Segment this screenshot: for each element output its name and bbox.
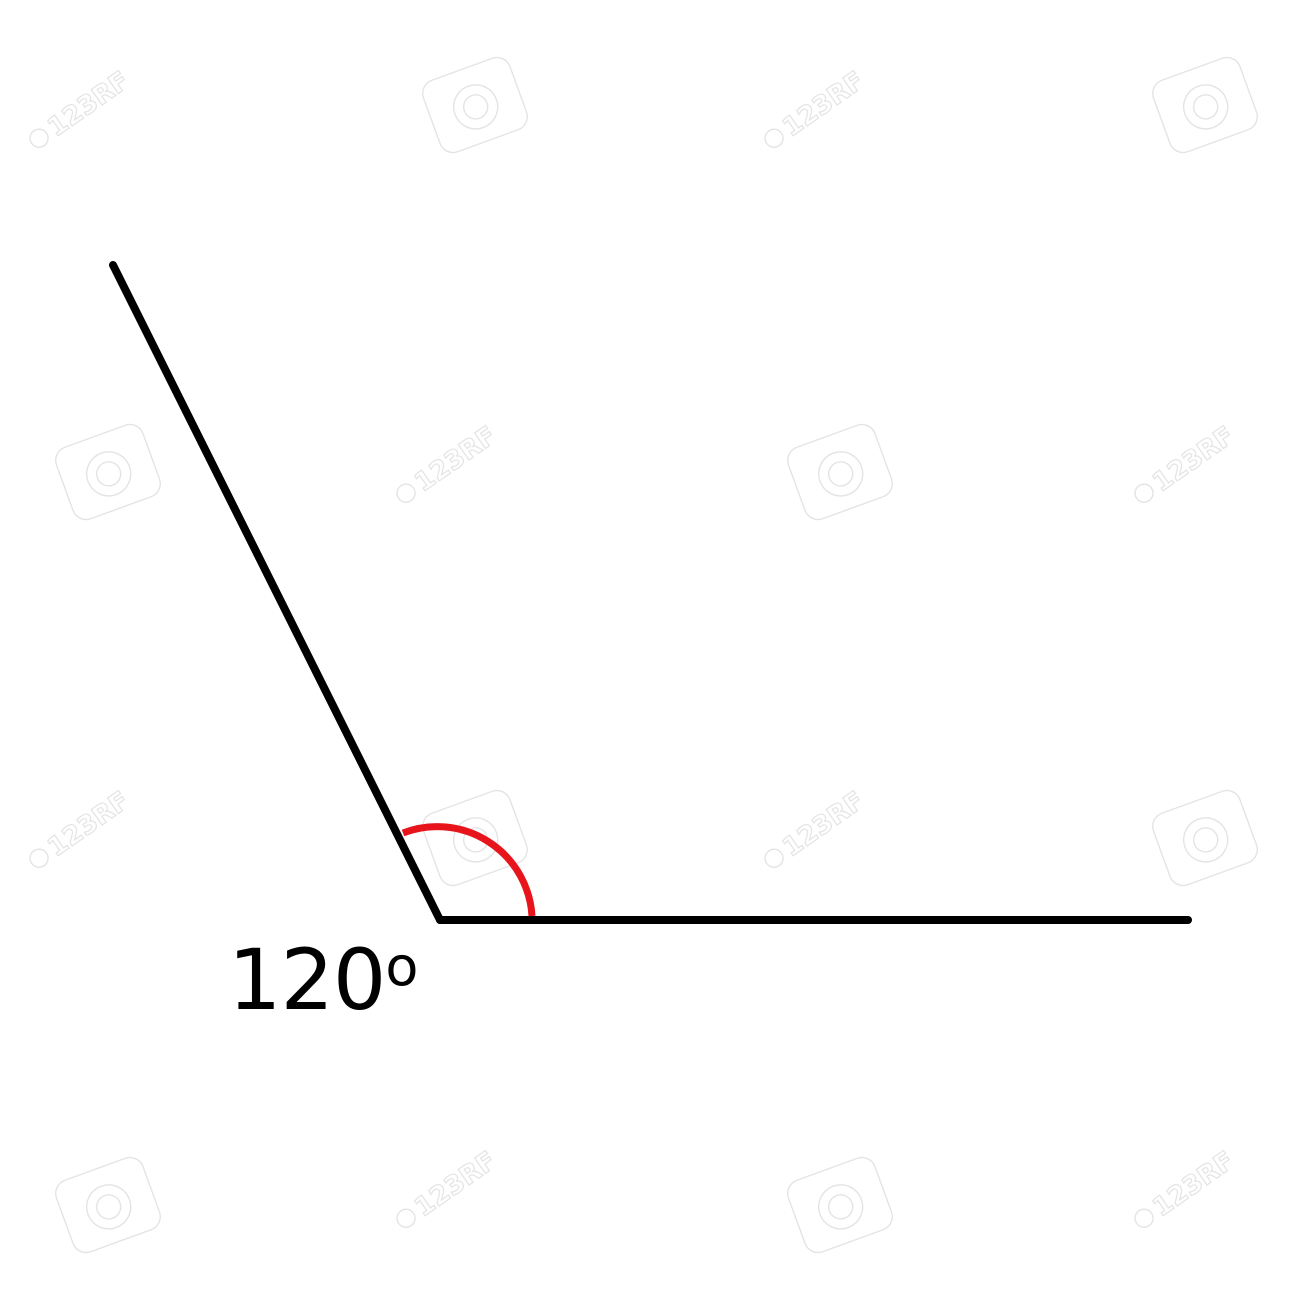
svg-text:123RF: 123RF	[1147, 1146, 1240, 1223]
slanted-ray	[109, 261, 444, 924]
watermark-text: 123RF	[1134, 420, 1241, 503]
svg-text:123RF: 123RF	[777, 66, 870, 143]
camera-icon	[764, 128, 784, 148]
svg-text:123RF: 123RF	[409, 421, 502, 498]
watermark-badge	[422, 789, 528, 887]
camera-icon	[396, 483, 416, 503]
camera-icon	[29, 848, 49, 868]
watermark-badge	[787, 423, 893, 521]
angle-measure-label: 120o	[228, 935, 418, 1022]
svg-text:123RF: 123RF	[409, 1146, 502, 1223]
watermark-badge	[422, 56, 528, 154]
watermark-text: 123RF	[29, 785, 136, 868]
svg-text:123RF: 123RF	[777, 786, 870, 863]
watermark-badge	[55, 423, 161, 521]
watermark-badge	[1152, 789, 1258, 887]
watermark-text: 123RF	[396, 1145, 503, 1228]
watermark-layer: 123RF 123RF 123RF 123RF 123RF 123RF 123RF 123RF	[29, 56, 1258, 1254]
camera-icon	[396, 1208, 416, 1228]
svg-text:123RF: 123RF	[1147, 421, 1240, 498]
camera-icon	[1134, 483, 1154, 503]
camera-icon	[764, 848, 784, 868]
watermark-badge	[787, 1156, 893, 1254]
camera-icon	[1134, 1208, 1154, 1228]
camera-icon	[29, 128, 49, 148]
watermark-text: 123RF	[764, 785, 871, 868]
watermark-badge	[55, 1156, 161, 1254]
watermark-text: 123RF	[29, 65, 136, 148]
svg-text:123RF: 123RF	[42, 66, 135, 143]
watermark-text: 123RF	[1134, 1145, 1241, 1228]
angle-value: 120	[228, 931, 386, 1029]
watermark-badge	[1152, 56, 1258, 154]
angle-arc-marker	[401, 823, 536, 917]
watermark-text: 123RF	[396, 420, 503, 503]
svg-text:123RF: 123RF	[42, 786, 135, 863]
degree-symbol: o	[385, 935, 418, 998]
watermark-text: 123RF	[764, 65, 871, 148]
